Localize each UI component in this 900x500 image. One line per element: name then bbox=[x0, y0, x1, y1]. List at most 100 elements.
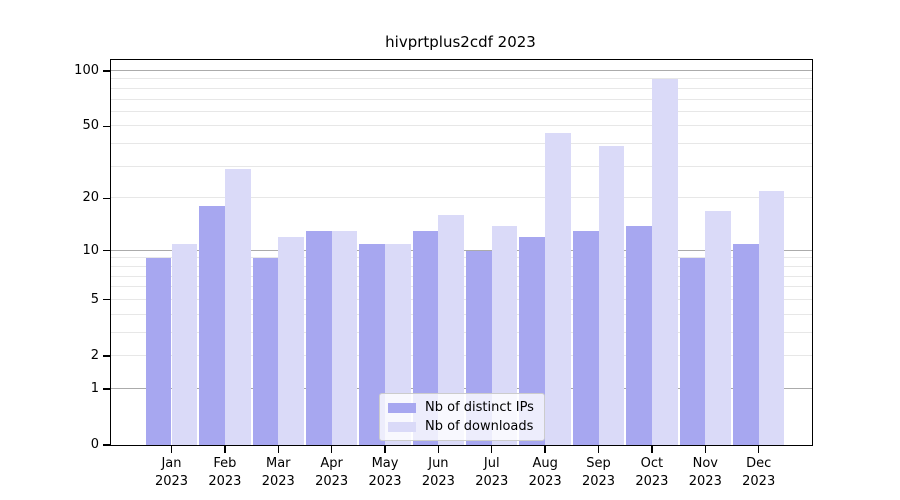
x-tick-label: May 2023 bbox=[345, 455, 425, 491]
x-tick-mark bbox=[757, 446, 760, 453]
y-tick-mark bbox=[103, 444, 110, 446]
y-tick-label: 10 bbox=[82, 242, 99, 258]
legend-label-distinct-ips: Nb of distinct IPs bbox=[425, 400, 534, 415]
bar-distinct-ips bbox=[199, 206, 225, 445]
x-tick-label-month: Apr bbox=[320, 456, 343, 471]
x-tick-label: Aug 2023 bbox=[505, 455, 585, 491]
x-tick-label-month: Mar bbox=[265, 456, 291, 471]
y-tick-mark bbox=[103, 70, 110, 72]
x-tick-mark bbox=[224, 446, 226, 453]
y-tick-label: 0 bbox=[90, 437, 99, 452]
x-tick-label-year: 2023 bbox=[635, 474, 669, 489]
x-tick-label: Jul 2023 bbox=[452, 455, 532, 491]
x-tick-label-month: Aug bbox=[532, 456, 558, 471]
x-tick-label-month: Oct bbox=[640, 456, 664, 471]
x-tick-label: Mar 2023 bbox=[238, 455, 318, 491]
bar-downloads bbox=[331, 231, 358, 445]
x-tick-mark bbox=[437, 446, 440, 453]
x-tick-label-month: Jul bbox=[483, 456, 500, 471]
y-tick-mark bbox=[103, 299, 110, 301]
x-tick-label-month: Feb bbox=[213, 456, 237, 471]
legend-label-downloads: Nb of downloads bbox=[425, 419, 534, 434]
y-gridline-minor bbox=[111, 87, 812, 89]
x-tick-label-month: May bbox=[371, 456, 399, 471]
y-gridline-minor bbox=[111, 98, 812, 100]
bar-downloads bbox=[758, 190, 785, 445]
x-tick-label-year: 2023 bbox=[421, 474, 455, 489]
bar-distinct-ips bbox=[679, 258, 706, 445]
bar-distinct-ips bbox=[572, 231, 599, 445]
y-gridline-major bbox=[111, 70, 812, 71]
bar-downloads bbox=[545, 133, 571, 445]
y-gridline-minor bbox=[111, 125, 812, 127]
x-tick-mark bbox=[597, 446, 600, 453]
x-tick-label-month: Nov bbox=[692, 456, 718, 471]
bar-distinct-ips bbox=[145, 258, 172, 445]
x-tick-label-year: 2023 bbox=[208, 474, 242, 489]
y-gridline-minor bbox=[111, 143, 812, 145]
y-tick-label: 1 bbox=[90, 380, 99, 396]
y-tick-mark bbox=[103, 125, 110, 128]
x-tick-label-year: 2023 bbox=[742, 474, 776, 489]
y-tick-label: 20 bbox=[82, 190, 99, 206]
y-tick-mark bbox=[103, 388, 110, 390]
bar-downloads bbox=[651, 79, 678, 445]
legend-item-downloads: Nb of downloads bbox=[388, 417, 534, 436]
x-tick-label-month: Dec bbox=[746, 456, 772, 471]
x-tick-label: Sep 2023 bbox=[559, 455, 639, 491]
y-tick-mark bbox=[103, 355, 110, 357]
x-tick-label-year: 2023 bbox=[261, 474, 295, 489]
bar-downloads bbox=[598, 146, 625, 445]
bar-distinct-ips bbox=[252, 258, 279, 445]
x-tick-label-month: Jan bbox=[161, 456, 182, 471]
x-tick-mark bbox=[491, 446, 493, 453]
bar-downloads bbox=[705, 210, 731, 445]
bar-downloads bbox=[171, 243, 198, 445]
y-tick-mark bbox=[103, 197, 110, 199]
x-tick-label: Nov 2023 bbox=[665, 455, 745, 491]
x-tick-label-year: 2023 bbox=[581, 474, 616, 489]
y-tick-label: 2 bbox=[90, 347, 99, 363]
x-tick-mark bbox=[170, 446, 173, 453]
chart-title: hivprtplus2cdf 2023 bbox=[385, 33, 536, 51]
legend-item-distinct-ips: Nb of distinct IPs bbox=[388, 398, 534, 417]
x-tick-label-year: 2023 bbox=[154, 474, 189, 489]
y-tick-label: 50 bbox=[82, 118, 99, 134]
x-tick-label-year: 2023 bbox=[368, 474, 402, 489]
y-gridline-minor bbox=[111, 197, 812, 199]
x-tick-mark bbox=[384, 446, 386, 453]
legend-swatch-downloads bbox=[388, 421, 416, 432]
y-gridline-minor bbox=[111, 78, 812, 80]
x-tick-mark bbox=[651, 446, 653, 453]
y-tick-mark bbox=[103, 249, 110, 252]
x-tick-label: Apr 2023 bbox=[292, 455, 372, 491]
x-tick-label-year: 2023 bbox=[688, 474, 722, 489]
x-tick-label-month: Jun bbox=[428, 456, 449, 471]
y-gridline-minor bbox=[111, 165, 812, 167]
y-tick-label: 100 bbox=[74, 63, 99, 78]
x-tick-mark bbox=[544, 446, 546, 453]
bar-downloads bbox=[278, 237, 304, 445]
x-tick-label: Dec 2023 bbox=[719, 455, 799, 491]
plot-area bbox=[110, 59, 813, 446]
x-tick-mark bbox=[277, 446, 279, 453]
x-tick-mark bbox=[704, 446, 706, 453]
x-tick-label: Jun 2023 bbox=[398, 455, 478, 491]
legend-swatch-distinct-ips bbox=[388, 402, 416, 413]
x-tick-label: Jan 2023 bbox=[132, 455, 212, 491]
legend: Nb of distinct IPs Nb of downloads bbox=[379, 393, 545, 441]
x-tick-label-year: 2023 bbox=[528, 474, 562, 489]
x-tick-label: Feb 2023 bbox=[185, 455, 265, 491]
bar-distinct-ips bbox=[732, 243, 759, 445]
bar-downloads bbox=[224, 169, 251, 445]
x-tick-label-year: 2023 bbox=[475, 474, 509, 489]
x-tick-label: Oct 2023 bbox=[612, 455, 692, 491]
bar-distinct-ips bbox=[626, 225, 652, 445]
bar-distinct-ips bbox=[305, 231, 332, 445]
x-tick-label-month: Sep bbox=[586, 456, 611, 471]
x-tick-label-year: 2023 bbox=[315, 474, 349, 489]
y-gridline-minor bbox=[111, 110, 812, 112]
y-tick-label: 5 bbox=[90, 291, 99, 307]
x-tick-mark bbox=[330, 446, 333, 453]
